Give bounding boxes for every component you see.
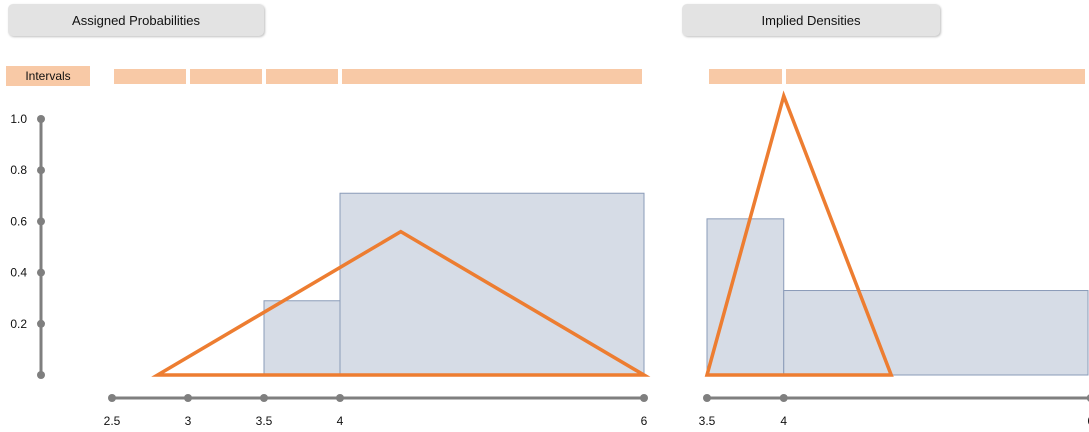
left-x-axis-tick-marker (336, 394, 344, 402)
right-histogram-bar (706, 218, 785, 376)
left-x-axis-tick-label: 3.5 (256, 414, 273, 428)
y-axis-tick-marker (37, 371, 45, 379)
left-x-axis-tick-label: 3 (185, 414, 192, 428)
left-interval-segment[interactable] (190, 69, 262, 84)
right-histogram-bar (783, 290, 1089, 376)
intervals-label-text: Intervals (25, 69, 71, 83)
left-interval-segment[interactable] (266, 69, 338, 84)
right-x-axis-tick-label: 4 (780, 414, 787, 428)
tab-implied-densities-label: Implied Densities (761, 12, 861, 28)
right-x-axis-tick-label: 3.5 (699, 414, 716, 428)
y-axis-tick-marker (37, 166, 45, 175)
right-interval-segment[interactable] (709, 69, 782, 84)
left-x-axis-tick-marker (184, 394, 192, 402)
left-x-axis-tick-label: 6 (641, 414, 648, 428)
y-axis-tick-marker (37, 319, 45, 328)
left-histogram-bar (263, 300, 341, 376)
right-density-triangle (704, 90, 894, 377)
y-axis-tick-label: 0.4 (10, 266, 27, 280)
tab-implied-densities[interactable]: Implied Densities (682, 4, 940, 36)
right-x-axis-tick-marker (1086, 394, 1089, 402)
y-axis-tick-marker (37, 217, 45, 226)
left-interval-segment[interactable] (342, 69, 642, 84)
left-x-axis-tick-label: 4 (337, 414, 344, 428)
left-x-axis-tick-marker (260, 394, 268, 402)
intervals-label: Intervals (6, 66, 90, 86)
y-axis-tick-label: 0.6 (10, 214, 27, 228)
left-density-triangle (151, 229, 651, 377)
y-axis-tick-label: 1.0 (10, 112, 27, 126)
y-axis-tick-marker (37, 115, 45, 123)
right-interval-segment[interactable] (785, 69, 1085, 84)
tab-assigned-probabilities[interactable]: Assigned Probabilities (8, 4, 264, 36)
right-x-axis-tick-marker (703, 394, 711, 402)
right-x-axis-tick-marker (779, 394, 788, 402)
tab-assigned-probabilities-label: Assigned Probabilities (72, 12, 200, 28)
y-axis-tick-label: 0.8 (10, 163, 27, 177)
y-axis-tick-marker (37, 268, 45, 277)
right-x-axis-tick-label: 6 (1087, 414, 1089, 428)
left-x-axis-tick-marker (108, 394, 116, 402)
y-axis-tick-label: 0.2 (10, 317, 27, 331)
left-interval-segment[interactable] (114, 69, 186, 84)
left-x-axis-tick-marker (640, 394, 648, 402)
left-x-axis-tick-label: 2.5 (104, 414, 121, 428)
